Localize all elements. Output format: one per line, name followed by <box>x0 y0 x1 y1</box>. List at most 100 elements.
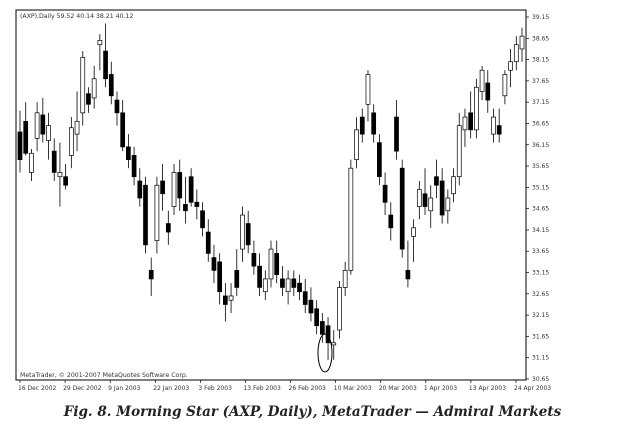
candle <box>285 270 291 305</box>
candle-body-bearish <box>114 99 120 114</box>
candle <box>513 36 519 71</box>
candle-body-bullish <box>337 287 342 331</box>
y-tick-label: 35.65 <box>532 163 549 170</box>
candle <box>51 138 57 181</box>
x-tick-label: 24 Apr 2003 <box>514 385 551 392</box>
y-tick-label: 36.15 <box>532 142 549 149</box>
candle <box>434 159 439 198</box>
candlestick-chart: (AXP),Daily 59.52 40.14 38.21 40.12 Meta… <box>15 9 551 392</box>
candle-body-bullish <box>342 270 348 288</box>
candle <box>103 23 108 88</box>
y-tick-label: 37.65 <box>532 78 549 85</box>
candle <box>154 176 160 254</box>
candle <box>359 108 365 143</box>
candle <box>17 110 23 173</box>
candle-body-bullish <box>91 78 97 99</box>
y-tick-label: 33.65 <box>532 248 549 255</box>
candle <box>234 249 240 296</box>
candle <box>422 168 428 216</box>
y-tick-label: 33.15 <box>532 270 549 277</box>
candle-body-bearish <box>120 112 126 148</box>
candle-body-bearish <box>439 180 445 216</box>
figure-caption: Fig. 8. Morning Star (AXP, Daily), MetaT… <box>63 404 562 420</box>
candle-body-bullish <box>428 197 434 212</box>
candle <box>46 112 51 160</box>
candle-body-bearish <box>496 125 502 135</box>
candle-body-bearish <box>291 278 297 288</box>
candle-body-bearish <box>17 131 23 161</box>
candle-body-bullish <box>97 40 103 46</box>
candle-body-bullish <box>240 214 245 250</box>
y-tick-label: 38.65 <box>532 35 549 42</box>
candle <box>274 240 280 284</box>
x-tick-label: 1 Apr 2003 <box>424 385 457 392</box>
candle <box>148 257 154 296</box>
candle-body-bearish <box>86 93 91 105</box>
candle <box>405 240 411 288</box>
candle <box>280 266 285 296</box>
candle-body-bearish <box>103 50 108 80</box>
candle-body-bullish <box>262 278 268 293</box>
y-tick-label: 31.15 <box>532 355 549 362</box>
x-tick-label: 9 Jan 2003 <box>108 385 140 392</box>
candle-body-bearish <box>188 176 194 203</box>
y-tick-label: 36.65 <box>532 120 549 127</box>
candle <box>120 100 126 152</box>
candle-body-bearish <box>251 253 257 267</box>
candle <box>143 176 148 254</box>
candle-body-bullish <box>416 189 422 207</box>
y-tick-label: 37.15 <box>532 99 549 106</box>
candle <box>68 117 74 169</box>
candle <box>245 210 251 254</box>
candle <box>451 168 456 203</box>
candle <box>337 281 342 339</box>
y-tick-label: 30.65 <box>532 376 549 383</box>
candle <box>519 27 525 62</box>
candle <box>439 168 445 224</box>
candle <box>348 159 354 275</box>
candle-body-bullish <box>348 167 354 271</box>
candle <box>57 142 63 207</box>
candle-body-bearish <box>205 231 211 254</box>
candle <box>177 159 183 211</box>
candle-body-bullish <box>491 116 496 135</box>
candle-body-bearish <box>23 120 29 154</box>
candle-body-bearish <box>257 265 262 288</box>
candle <box>188 168 194 207</box>
candle-body-bullish <box>74 120 80 135</box>
candle <box>240 206 245 262</box>
candle <box>474 78 479 139</box>
candle-body-bearish <box>137 180 143 199</box>
candle-body-bearish <box>274 253 280 276</box>
candle-body-bullish <box>502 74 508 97</box>
candle-body-bearish <box>160 180 165 195</box>
candle-body-bullish <box>268 248 274 280</box>
candle-body-bearish <box>200 210 205 229</box>
candle <box>268 240 274 288</box>
candle <box>502 70 508 105</box>
x-tick-label: 16 Dec 2002 <box>18 385 57 392</box>
candle-body-bearish <box>108 74 114 97</box>
candle-body-bearish <box>223 295 228 305</box>
candle-body-bearish <box>388 214 394 229</box>
symbol-info: (AXP),Daily 59.52 40.14 38.21 40.12 <box>20 13 133 20</box>
candle <box>382 172 388 216</box>
candle-body-bearish <box>126 146 131 161</box>
candle <box>314 300 319 335</box>
candle-body-bullish <box>29 152 34 173</box>
candle-body-bearish <box>422 193 428 207</box>
candle <box>371 104 377 143</box>
candle-body-bearish <box>183 204 188 212</box>
candle-body-bullish <box>34 112 40 139</box>
candle <box>251 240 257 275</box>
candle-body-bearish <box>434 176 439 186</box>
candle-body-bullish <box>68 127 74 156</box>
candle <box>211 244 217 284</box>
candle <box>297 274 302 301</box>
y-tick-label: 34.15 <box>532 227 549 234</box>
candle-body-bearish <box>308 299 314 314</box>
candle-body-bearish <box>359 116 365 135</box>
candle <box>131 146 137 186</box>
x-tick-label: 13 Apr 2003 <box>469 385 506 392</box>
candle <box>165 210 171 245</box>
